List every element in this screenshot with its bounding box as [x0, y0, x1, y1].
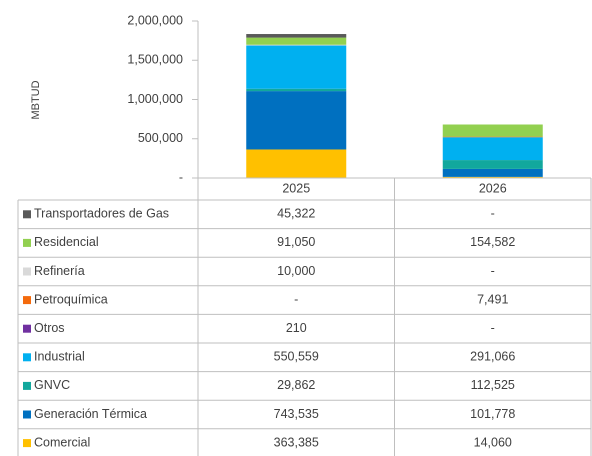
legend-label: GNVC	[34, 378, 70, 392]
data-label: 29,862	[277, 378, 315, 392]
data-label: 363,385	[274, 435, 319, 449]
bar-segment	[246, 88, 347, 92]
bar-segment	[246, 37, 347, 45]
y-tick-label: 1,500,000	[127, 53, 183, 67]
data-label: -	[491, 321, 495, 335]
legend-swatch	[23, 410, 31, 419]
data-label: 14,060	[474, 435, 512, 449]
bar-segment	[442, 136, 543, 138]
data-label: 45,322	[277, 207, 315, 221]
data-label: 743,535	[274, 407, 319, 421]
legend-swatch	[23, 353, 31, 362]
legend-swatch	[23, 439, 31, 448]
legend-label: Transportadores de Gas	[34, 207, 169, 221]
y-tick-label: -	[179, 170, 183, 184]
legend-label: Generación Térmica	[34, 407, 147, 421]
data-label: 7,491	[477, 292, 508, 306]
bar-segment	[442, 124, 543, 137]
legend-label: Residencial	[34, 235, 99, 249]
bar-segment	[442, 160, 543, 169]
legend-label: Industrial	[34, 350, 85, 364]
legend-swatch	[23, 210, 31, 219]
y-tick-label: 500,000	[138, 131, 183, 145]
legend-label: Refinería	[34, 264, 85, 278]
data-label: -	[491, 264, 495, 278]
data-label: 91,050	[277, 235, 315, 249]
legend-swatch	[23, 296, 31, 305]
y-tick-label: 2,000,000	[127, 13, 183, 27]
data-label: 154,582	[470, 235, 515, 249]
data-label: 101,778	[470, 407, 515, 421]
legend-swatch	[23, 324, 31, 333]
bar-segment	[442, 168, 543, 177]
data-label: -	[491, 207, 495, 221]
bar-segment	[246, 45, 347, 89]
y-tick-label: 1,000,000	[127, 92, 183, 106]
bar-segment	[442, 176, 543, 178]
x-tick-label: 2025	[282, 181, 310, 195]
legend-swatch	[23, 381, 31, 390]
legend-label: Petroquímica	[34, 292, 108, 306]
legend-swatch	[23, 267, 31, 276]
legend-label: Comercial	[34, 435, 90, 449]
legend-label: Otros	[34, 321, 65, 335]
data-label: 550,559	[274, 350, 319, 364]
y-axis-label: MBTUD	[30, 80, 42, 119]
data-label: 291,066	[470, 350, 515, 364]
bar-segment	[246, 34, 347, 38]
bar-segment	[246, 44, 347, 46]
data-label: 210	[286, 321, 307, 335]
data-label: 10,000	[277, 264, 315, 278]
bar-segment	[246, 91, 347, 150]
x-tick-label: 2026	[479, 181, 507, 195]
data-label: -	[294, 292, 298, 306]
data-label: 112,525	[471, 378, 515, 392]
bar-segment	[246, 149, 347, 178]
legend-swatch	[23, 238, 31, 247]
bar-segment	[442, 137, 543, 161]
